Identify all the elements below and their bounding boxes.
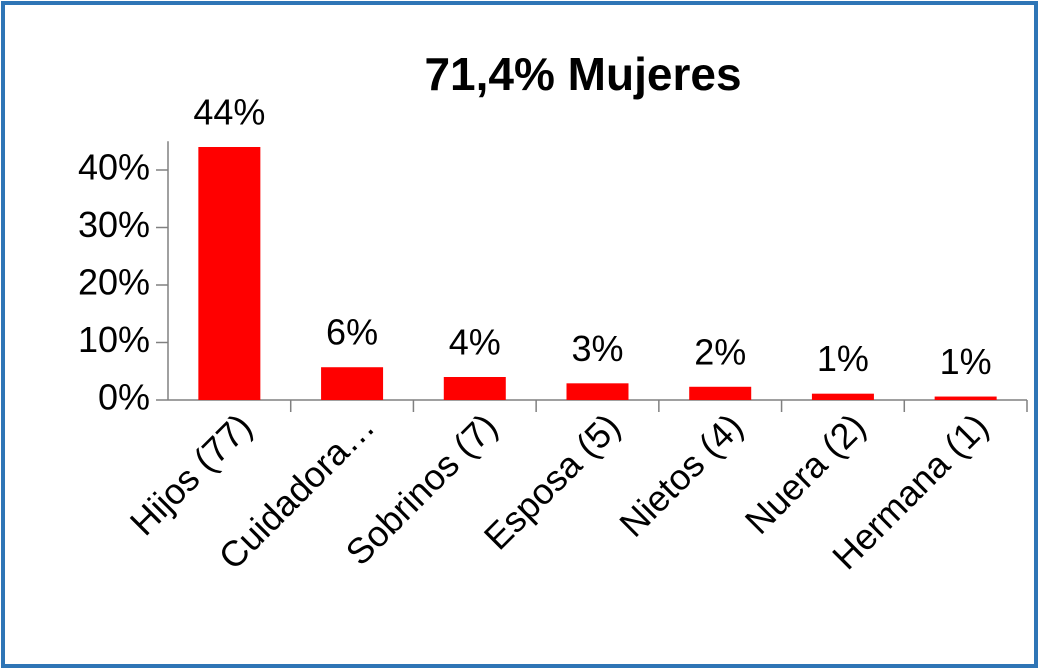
y-tick-label: 10% [78,319,150,360]
bar [811,393,874,400]
data-label: 6% [326,312,378,353]
bar [689,386,752,400]
chart-title: 71,4% Mujeres [424,48,741,100]
y-tick-label: 40% [78,147,150,188]
data-label: 1% [817,338,869,379]
data-label: 1% [940,341,992,382]
bar [321,367,384,400]
y-tick-label: 20% [78,262,150,303]
bar [198,147,261,400]
bar [443,377,506,400]
y-tick-label: 0% [98,377,150,418]
y-tick-label: 30% [78,204,150,245]
bar [566,383,629,400]
bar [934,396,997,400]
data-label: 44% [193,92,265,133]
data-label: 2% [694,331,746,372]
data-label: 3% [571,328,623,369]
data-label: 4% [449,322,501,363]
